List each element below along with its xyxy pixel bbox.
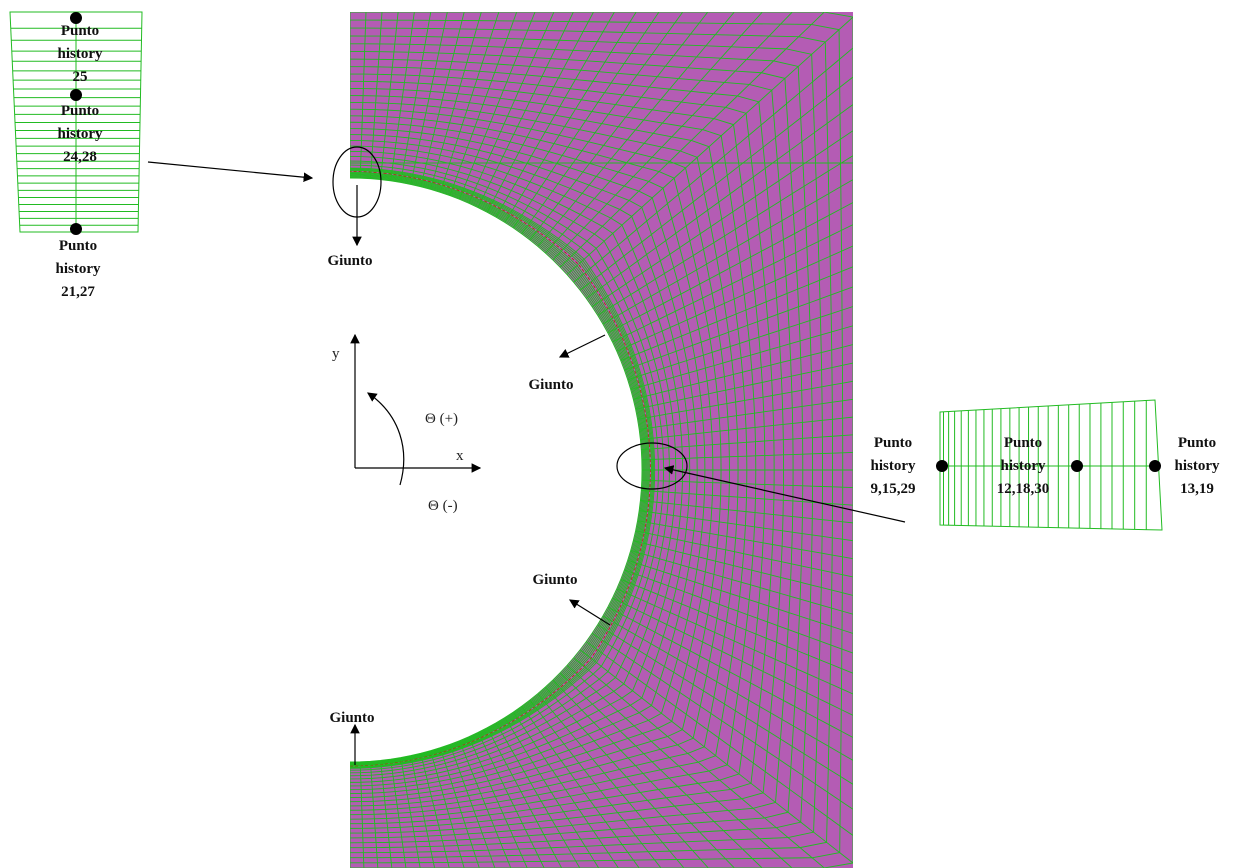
mesh: [350, 12, 853, 868]
axis-label: x: [456, 448, 464, 464]
theta-label: Θ (+): [425, 411, 458, 427]
axis-label: y: [332, 346, 340, 362]
theta-label: Θ (-): [428, 498, 458, 514]
arrow: [148, 162, 312, 178]
joint-label: Giunto: [532, 572, 577, 588]
label: Puntohistory13,19: [1175, 435, 1221, 497]
history-point: [70, 223, 82, 235]
joint-label: Giunto: [329, 710, 374, 726]
history-point: [1149, 460, 1161, 472]
inset-right: [936, 400, 1162, 530]
history-point: [1071, 460, 1083, 472]
page: Puntohistory25 Puntohistory24,28 Puntohi…: [0, 0, 1235, 868]
diagram: Puntohistory25 Puntohistory24,28 Puntohi…: [0, 0, 1235, 868]
joint-label: Giunto: [327, 253, 372, 269]
joint-label: Giunto: [528, 377, 573, 393]
history-point: [70, 89, 82, 101]
history-point: [936, 460, 948, 472]
inset-frame: [940, 400, 1162, 530]
label: Puntohistory21,27: [56, 238, 102, 300]
